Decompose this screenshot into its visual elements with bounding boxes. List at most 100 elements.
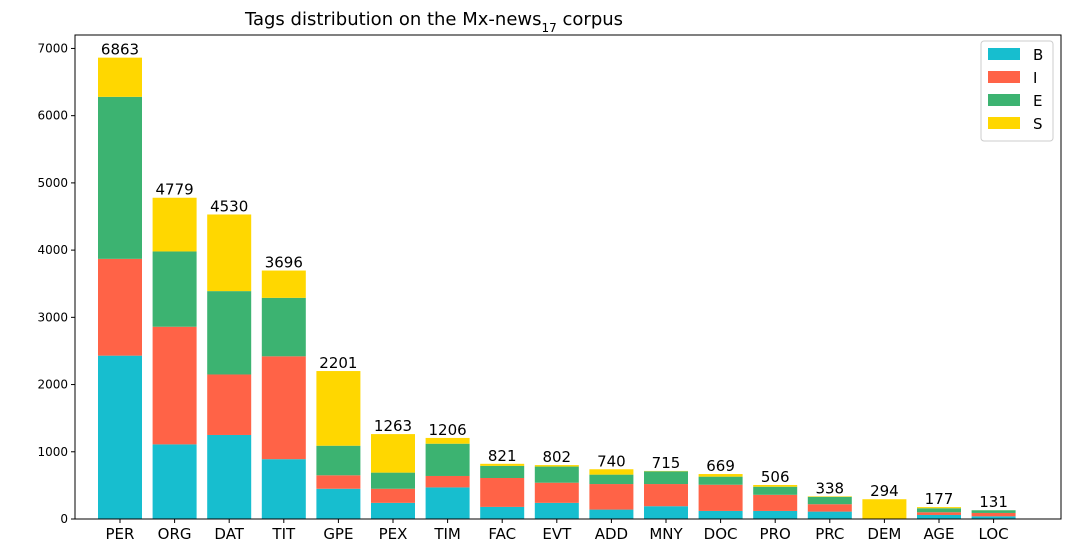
y-tick-label: 4000 — [37, 243, 68, 257]
y-tick-label: 1000 — [37, 445, 68, 459]
legend-swatch-e — [988, 94, 1020, 106]
bar-segment-evt-s — [534, 465, 579, 467]
bar-segment-per-e — [98, 96, 142, 259]
total-label-dem: 294 — [870, 482, 899, 500]
bar-segment-fac-e — [480, 465, 525, 478]
bar-segment-add-b — [589, 509, 634, 519]
bar-segment-pex-e — [371, 472, 415, 489]
x-tick-label-age: AGE — [923, 525, 954, 543]
total-label-gpe: 2201 — [319, 354, 357, 372]
bar-segment-add-i — [589, 484, 634, 510]
legend-label-b: B — [1033, 46, 1043, 64]
x-tick-label-mny: MNY — [649, 525, 683, 543]
total-label-age: 177 — [925, 490, 954, 508]
bar-segment-pro-s — [753, 484, 798, 487]
chart-title-subscript: 17 — [542, 21, 557, 35]
bar-segment-pro-b — [753, 510, 798, 519]
bar-segment-pex-s — [371, 434, 415, 473]
x-tick-label-pex: PEX — [379, 525, 408, 543]
y-tick-label: 5000 — [37, 176, 68, 190]
bar-segment-org-e — [152, 251, 197, 327]
total-label-pex: 1263 — [374, 417, 412, 435]
plot-frame — [74, 34, 1062, 520]
bar-segment-gpe-b — [316, 488, 361, 519]
bar-segment-gpe-i — [316, 475, 361, 489]
bar-segment-age-b — [917, 514, 961, 519]
bar-segment-prc-s — [807, 496, 852, 497]
bar-segment-dat-i — [207, 374, 252, 435]
bar-segment-evt-e — [534, 466, 579, 483]
bar-segment-loc-b — [971, 516, 1016, 519]
y-axis: 0 1000 2000 3000 4000 5000 6000 7000 — [37, 41, 75, 526]
legend-box — [980, 40, 1054, 142]
x-tick-label-add: ADD — [595, 525, 628, 543]
y-tick-label: 3000 — [37, 310, 68, 324]
bar-segment-org-i — [152, 326, 197, 445]
bar-segment-tit-e — [261, 297, 306, 357]
bar-segment-fac-i — [480, 477, 525, 507]
y-tick-label: 0 — [60, 512, 68, 526]
bar-segment-pro-e — [753, 486, 798, 495]
bar-segment-per-i — [98, 258, 142, 356]
x-tick-label-doc: DOC — [704, 525, 738, 543]
total-label-prc: 338 — [815, 479, 844, 497]
x-tick-label-dat: DAT — [214, 525, 244, 543]
total-label-doc: 669 — [706, 457, 735, 475]
bar-segment-mny-i — [644, 484, 688, 507]
bar-segment-doc-s — [698, 474, 743, 477]
y-tick-label: 6000 — [37, 109, 68, 123]
total-label-dat: 4530 — [210, 197, 248, 215]
legend-swatch-s — [988, 117, 1020, 129]
bar-segment-mny-e — [644, 471, 688, 485]
legend-label-i: I — [1033, 69, 1037, 87]
total-label-fac: 821 — [488, 447, 517, 465]
x-tick-label-org: ORG — [158, 525, 192, 543]
y-tick-label: 7000 — [37, 41, 68, 55]
bar-segment-prc-e — [807, 496, 852, 505]
total-label-per: 6863 — [101, 41, 139, 59]
legend-label-s: S — [1033, 115, 1043, 133]
bar-segment-add-s — [589, 469, 634, 475]
legend-swatch-i — [988, 71, 1020, 83]
bar-segment-tim-e — [425, 443, 470, 476]
bar-segment-pex-b — [371, 502, 415, 519]
bar-segment-pex-i — [371, 488, 415, 503]
bar-segment-doc-b — [698, 510, 743, 519]
bar-segment-age-i — [917, 512, 961, 515]
bar-segment-tim-i — [425, 475, 470, 488]
bar-segment-dat-e — [207, 291, 252, 375]
legend-label-e: E — [1033, 92, 1042, 110]
chart-title: Tags distribution on the Mx-news17 corpu… — [244, 9, 623, 35]
total-label-org: 4779 — [156, 181, 194, 199]
bar-segment-tim-s — [425, 437, 470, 444]
bar-segment-org-s — [152, 197, 197, 252]
total-label-tit: 3696 — [265, 254, 303, 272]
bar-segment-per-s — [98, 57, 142, 97]
bar-segment-tit-b — [261, 459, 306, 519]
bar-segment-gpe-s — [316, 371, 361, 446]
bar-segment-evt-b — [534, 502, 579, 519]
bar-segment-fac-b — [480, 506, 525, 519]
bar-segment-gpe-e — [316, 445, 361, 476]
bar-segment-doc-e — [698, 476, 743, 485]
chart-title-suffix: corpus — [557, 9, 623, 30]
bar-segment-loc-i — [971, 512, 1016, 517]
x-tick-label-tit: TIT — [271, 525, 296, 543]
y-tick-label: 2000 — [37, 378, 68, 392]
total-label-pro: 506 — [761, 468, 790, 486]
bar-segment-doc-i — [698, 484, 743, 511]
bar-segment-per-b — [98, 355, 142, 519]
bar-segment-tit-s — [261, 270, 306, 298]
bar-segment-prc-i — [807, 504, 852, 512]
x-tick-label-fac: FAC — [488, 525, 516, 543]
bar-segment-org-b — [152, 444, 197, 519]
legend-swatch-b — [988, 48, 1020, 60]
bar-segment-pro-i — [753, 494, 798, 511]
bar-segment-age-s — [917, 507, 961, 509]
bar-segment-dem-s — [862, 499, 907, 519]
bar-segment-dat-b — [207, 434, 252, 519]
bar-segment-add-e — [589, 474, 634, 485]
x-tick-label-per: PER — [106, 525, 135, 543]
bar-segment-dat-s — [207, 214, 252, 292]
